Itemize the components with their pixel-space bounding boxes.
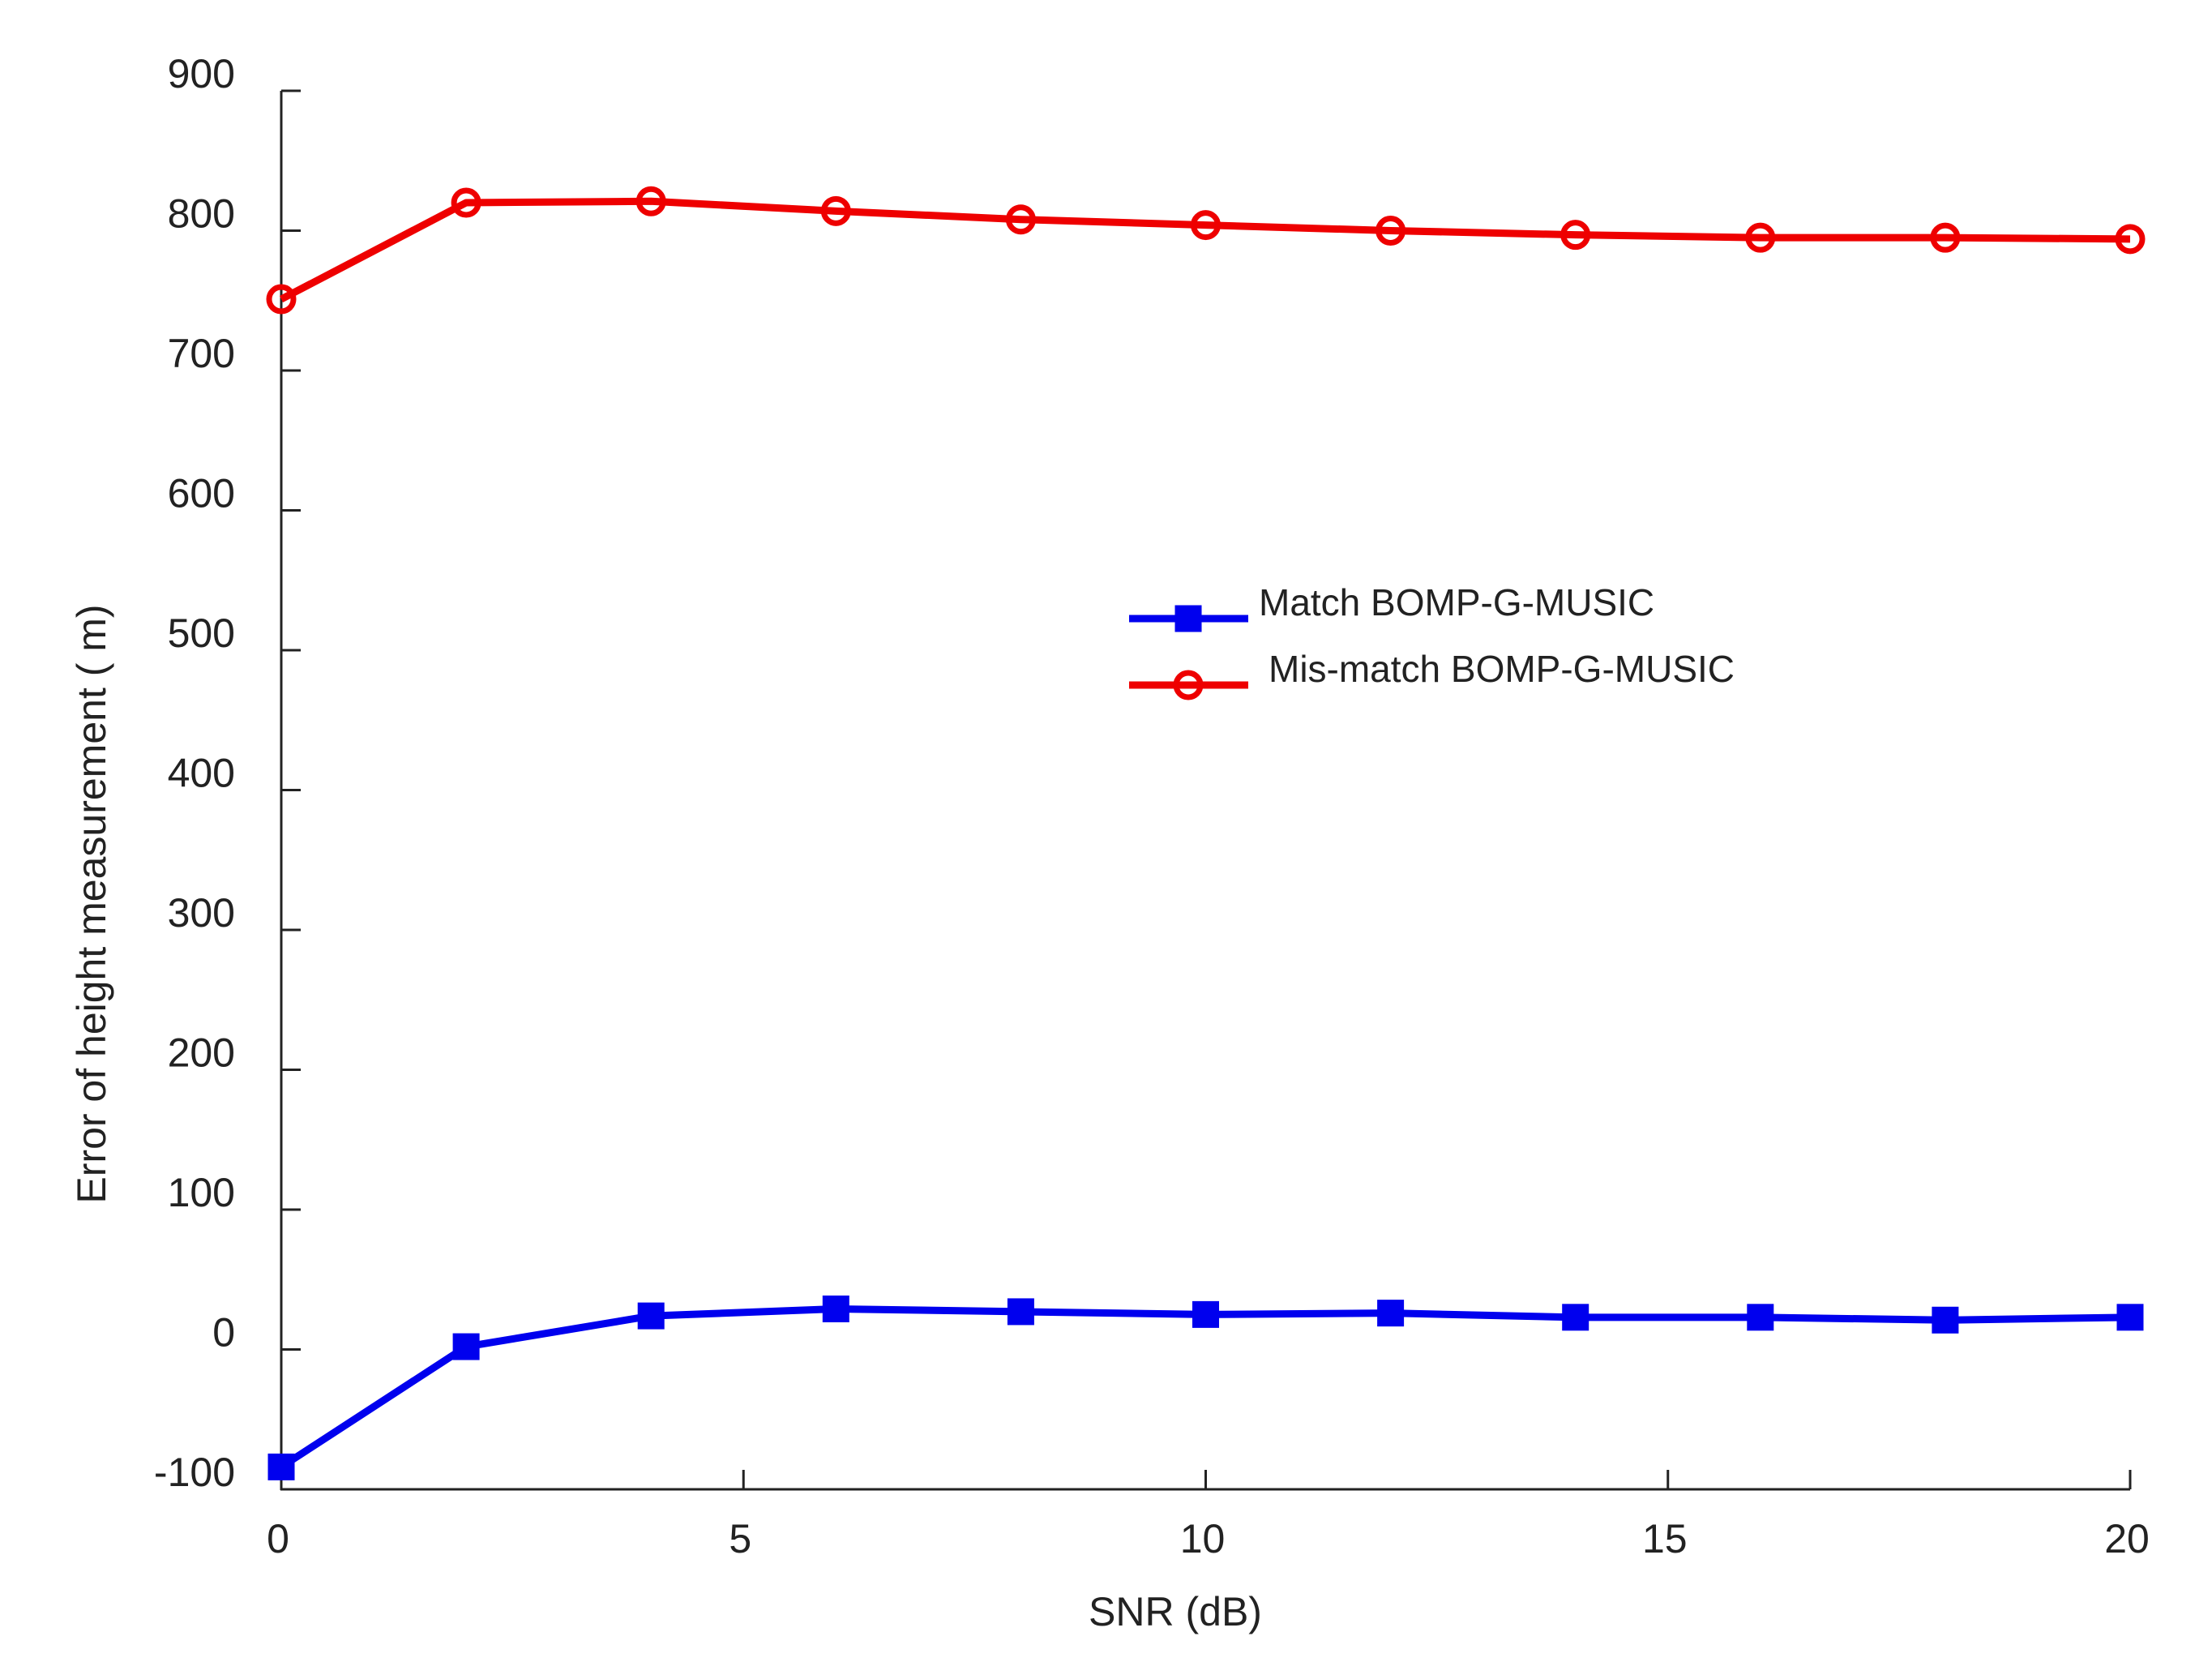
y-tick-label: 400 bbox=[168, 751, 235, 796]
legend-marker bbox=[1173, 670, 1204, 700]
data-point bbox=[1192, 1300, 1219, 1328]
data-point bbox=[267, 1453, 295, 1480]
data-point bbox=[451, 187, 481, 218]
data-point bbox=[822, 1295, 849, 1322]
data-point bbox=[1932, 1306, 1959, 1334]
legend-item: Mis-match BOMP-G-MUSIC bbox=[1129, 648, 1735, 700]
data-point bbox=[1747, 1304, 1774, 1331]
data-point bbox=[2115, 224, 2146, 255]
data-point bbox=[1007, 1298, 1034, 1326]
data-point bbox=[1562, 1304, 1589, 1331]
data-point bbox=[1560, 220, 1591, 251]
x-tick-label: 0 bbox=[267, 1516, 289, 1561]
series-layer bbox=[266, 186, 2146, 1480]
y-tick-label: 100 bbox=[168, 1170, 235, 1215]
data-point bbox=[1005, 204, 1036, 235]
series-mismatch bbox=[266, 186, 2146, 315]
legend: Match BOMP-G-MUSIC Mis-match BOMP-G-MUSI… bbox=[1129, 581, 1735, 700]
x-axis-label: SNR (dB) bbox=[1089, 1589, 1262, 1634]
data-point bbox=[635, 186, 666, 216]
y-tick-label: 800 bbox=[168, 191, 235, 237]
data-point bbox=[820, 195, 851, 226]
x-tick-label: 10 bbox=[1180, 1516, 1226, 1561]
y-axis-label: Error of height measurement ( m) bbox=[69, 604, 114, 1203]
axes: -100 0 100 200 300 400 500 600 700 800 900 0 5 10 15 20 bbox=[154, 51, 2150, 1561]
legend-label: Match BOMP-G-MUSIC bbox=[1259, 581, 1654, 623]
data-point bbox=[1191, 210, 1221, 241]
y-tick-label: 700 bbox=[168, 331, 235, 376]
data-point bbox=[2116, 1304, 2144, 1331]
y-tick-label: 0 bbox=[212, 1310, 235, 1356]
x-tick-label: 5 bbox=[729, 1516, 751, 1561]
data-point bbox=[1930, 222, 1961, 253]
y-tick-label: -100 bbox=[154, 1450, 235, 1495]
x-tick-label: 20 bbox=[2104, 1516, 2150, 1561]
legend-item: Match BOMP-G-MUSIC bbox=[1129, 581, 1654, 632]
data-point bbox=[266, 284, 297, 315]
legend-label: Mis-match BOMP-G-MUSIC bbox=[1269, 648, 1735, 690]
data-point bbox=[1376, 216, 1406, 246]
legend-marker bbox=[1174, 605, 1202, 632]
y-tick-label: 200 bbox=[168, 1030, 235, 1076]
y-tick-label: 300 bbox=[168, 890, 235, 936]
x-tick-label: 15 bbox=[1642, 1516, 1688, 1561]
y-tick-label: 900 bbox=[168, 51, 235, 96]
y-tick-label: 600 bbox=[168, 471, 235, 516]
series-line bbox=[279, 1304, 2131, 1471]
data-point bbox=[1745, 222, 1776, 253]
data-point bbox=[1377, 1300, 1405, 1327]
y-tick-label: 500 bbox=[168, 610, 235, 656]
data-point bbox=[452, 1333, 480, 1360]
data-point bbox=[637, 1302, 665, 1330]
series-line bbox=[279, 197, 2131, 303]
series-match bbox=[267, 1295, 2144, 1480]
